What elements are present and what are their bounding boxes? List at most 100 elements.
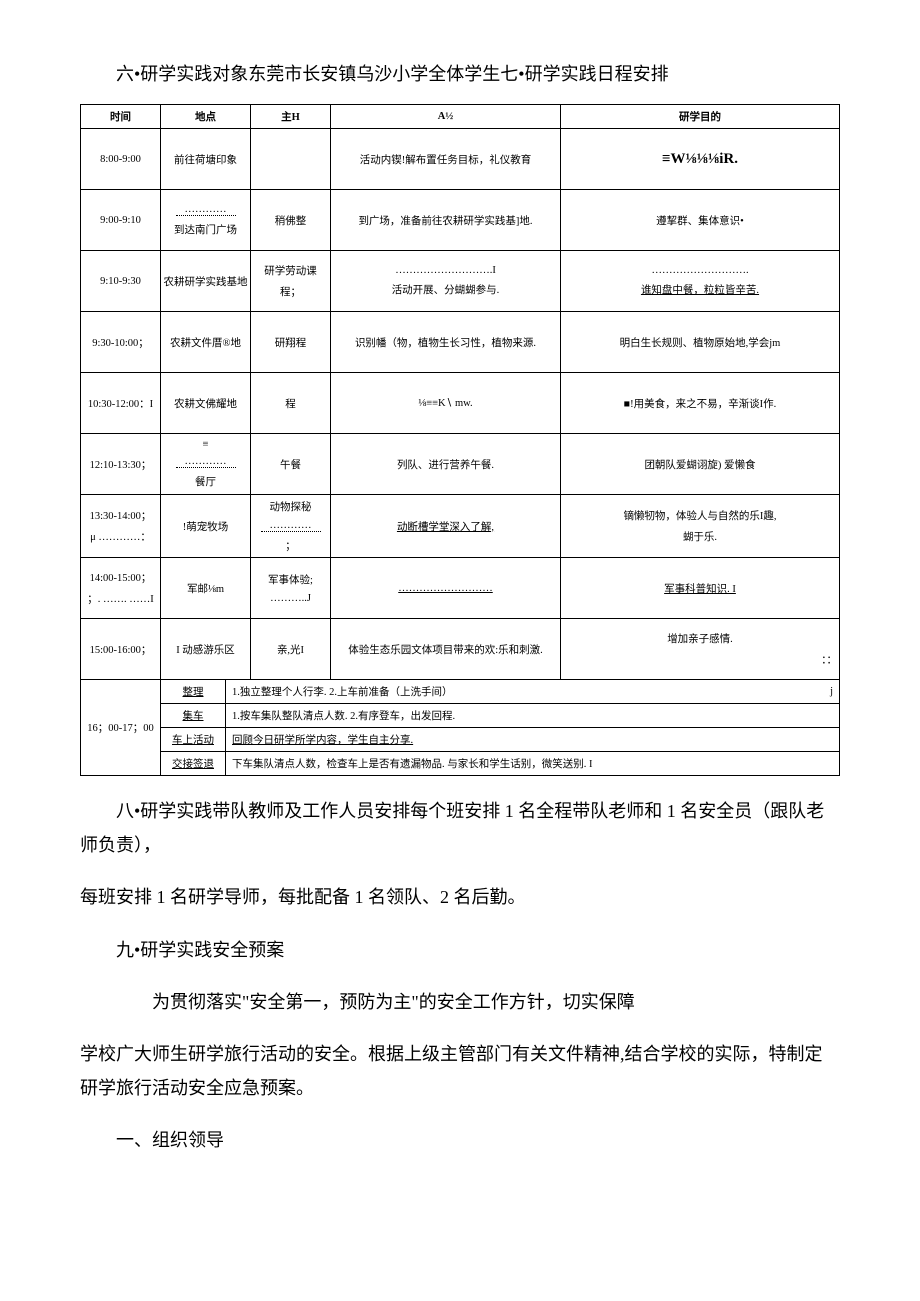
cell-activity-top: ……………………….I — [395, 265, 496, 276]
table-row: 10:30-12:00：I 农耕文佛耀地 程 ⅛≡≡K∖ mw. ■!用美食，来… — [81, 373, 840, 434]
cell-time-extra: μ …………： — [90, 529, 151, 544]
cell-time-main: 13:30-14:00； — [90, 508, 152, 523]
cell-time: 16；00-17；00 — [81, 680, 161, 776]
cell-time: 8:00-9:00 — [81, 129, 161, 190]
final-body-text: 1.独立整理个人行李. 2.上车前准备（上洗手间） — [232, 684, 453, 699]
cell-location-bot: 餐厅 — [195, 474, 216, 489]
cell-time: 13:30-14:00； μ …………： — [81, 495, 161, 558]
cell-subject: 程 — [251, 373, 331, 434]
heading-six-seven: 六•研学实践对象东莞市长安镇乌沙小学全体学生七•研学实践日程安排 — [80, 60, 840, 86]
cell-subject-top: 研学劳动课 — [264, 263, 317, 278]
cell-goal: 镝懒牣物，体验人与自然的乐I趣, 蝴于乐. — [561, 495, 840, 558]
cell-time-main: 14:00-15:00； — [90, 570, 152, 585]
cell-location: 军邮⅛m — [161, 558, 251, 619]
cell-location-text: 到达南门广场 — [174, 222, 237, 237]
para-eight-b: 每班安排 1 名研学导师，每批配备 1 名领队、2 名后勤。 — [80, 880, 840, 914]
table-row-final: 16；00-17；00 整理 1.独立整理个人行李. 2.上车前准备（上洗手间）… — [81, 680, 840, 776]
cell-location: 农耕研学实践基地 — [161, 251, 251, 312]
cell-time: 9:10-9:30 — [81, 251, 161, 312]
cell-time: 9:30-10:00； — [81, 312, 161, 373]
cell-activity: 到广场，准备前往农耕研学实践基]地. — [331, 190, 561, 251]
cell-subject-top: 动物探秘 — [270, 499, 312, 514]
cell-activity: ……………………… — [331, 558, 561, 619]
cell-subject: 军事体验; ………..J — [251, 558, 331, 619]
cell-goal-top: 镝懒牣物，体验人与自然的乐I趣, — [623, 508, 776, 523]
cell-time: 14:00-15:00； ；. ……. ……I — [81, 558, 161, 619]
cell-time: 9:00-9:10 — [81, 190, 161, 251]
final-label: 整理 — [161, 680, 226, 703]
final-body: 1.独立整理个人行李. 2.上车前准备（上洗手间） j — [226, 680, 839, 703]
cell-subject — [251, 129, 331, 190]
th-time: 时间 — [81, 105, 161, 129]
final-label: 交接签退 — [161, 752, 226, 775]
final-tail: j — [830, 686, 833, 697]
final-label: 车上活动 — [161, 728, 226, 751]
cell-goal: 团朝队爱蝴诩旋) 爱懒食 — [561, 434, 840, 495]
cell-activity: 识别幡（物，植物生长习性，植物来源. — [331, 312, 561, 373]
table-row: 9:10-9:30 农耕研学实践基地 研学劳动课 程； ……………………….I … — [81, 251, 840, 312]
cell-activity-bot: 活动开展、分蝴蝴参与. — [392, 282, 500, 297]
table-row: 13:30-14:00； μ …………： !萌宠牧场 动物探秘 ………… ； 动… — [81, 495, 840, 558]
final-label: 集车 — [161, 704, 226, 727]
cell-location: I 动感游乐区 — [161, 619, 251, 680]
th-activity: A½ — [331, 105, 561, 129]
final-subrow: 车上活动 回顾今日研学所学内容，学生自主分享. — [161, 727, 839, 751]
para-nine-head: 九•研学实践安全预案 — [80, 933, 840, 967]
cell-goal: ■!用美食，来之不易，辛渐谈I作. — [561, 373, 840, 434]
cell-location: 农耕文佛耀地 — [161, 373, 251, 434]
cell-time: 15:00-16:00； — [81, 619, 161, 680]
cell-location: !萌宠牧场 — [161, 495, 251, 558]
cell-subject: 动物探秘 ………… ； — [251, 495, 331, 558]
cell-time-extra: ；. ……. ……I — [87, 591, 154, 606]
th-location: 地点 — [161, 105, 251, 129]
cell-goal: ………………………. 谁知盘中餐，粒粒皆辛苦. — [561, 251, 840, 312]
cell-activity: 动断槽学堂深入了解, — [331, 495, 561, 558]
cell-activity: 活动内锲!解布置任务目标，礼仪教育 — [331, 129, 561, 190]
para-nine-b: 学校广大师生研学旅行活动的安全。根据上级主管部门有关文件精神,结合学校的实际，特… — [80, 1037, 840, 1105]
cell-activity: ……………………….I 活动开展、分蝴蝴参与. — [331, 251, 561, 312]
cell-location: 农耕文件厝®地 — [161, 312, 251, 373]
table-row: 14:00-15:00； ；. ……. ……I 军邮⅛m 军事体验; ………..… — [81, 558, 840, 619]
th-goal: 研学目的 — [561, 105, 840, 129]
th-subject: 主H — [251, 105, 331, 129]
final-subrow: 交接签退 下车集队清点人数，检查车上是否有遗漏物品. 与家长和学生话别，微笑送别… — [161, 751, 839, 775]
final-body: 下车集队清点人数，检查车上是否有遗漏物品. 与家长和学生话别，微笑送别. I — [226, 752, 839, 775]
cell-goal: 军事科普知识. I — [561, 558, 840, 619]
cell-subject-bot: ； — [285, 538, 296, 553]
cell-goal-bot: 蝴于乐. — [683, 529, 717, 544]
cell-goal-bot: ：： — [821, 652, 837, 667]
cell-subject-bot: 程； — [280, 284, 301, 299]
cell-goal: 增加亲子感情. ：： — [561, 619, 840, 680]
cell-goal: 遵挈群、集体意识• — [561, 190, 840, 251]
cell-subject-mid: ………… — [261, 520, 321, 532]
cell-location-top: ≡ — [203, 439, 209, 450]
cell-location-dots: ………… — [176, 204, 236, 216]
table-row: 8:00-9:00 前往荷塘印象 活动内锲!解布置任务目标，礼仪教育 ≡W⅛⅛⅛… — [81, 129, 840, 190]
final-subrow: 集车 1.按车集队整队清点人数. 2.有序登车，出发回程. — [161, 703, 839, 727]
schedule-table: 时间 地点 主H A½ 研学目的 8:00-9:00 前往荷塘印象 活动内锲!解… — [80, 104, 840, 776]
cell-goal: 明白生长规则、植物原始地,学会jm — [561, 312, 840, 373]
cell-activity: ⅛≡≡K∖ mw. — [331, 373, 561, 434]
cell-subject: 亲,光I — [251, 619, 331, 680]
cell-location: 前往荷塘印象 — [161, 129, 251, 190]
table-header-row: 时间 地点 主H A½ 研学目的 — [81, 105, 840, 129]
cell-subject: 午餐 — [251, 434, 331, 495]
cell-subject: 研学劳动课 程； — [251, 251, 331, 312]
para-nine-a: 为贯彻落实"安全第一，预防为主"的安全工作方针，切实保障 — [80, 985, 840, 1019]
cell-goal-top: ………………………. — [651, 265, 748, 276]
cell-location-mid: ………… — [176, 456, 236, 468]
table-row: 9:30-10:00； 农耕文件厝®地 研翔程 识别幡（物，植物生长习性，植物来… — [81, 312, 840, 373]
final-subrow: 整理 1.独立整理个人行李. 2.上车前准备（上洗手间） j — [161, 680, 839, 703]
cell-activity: 体验生态乐园文体项目带来的欢:乐和刺激. — [331, 619, 561, 680]
cell-goal: ≡W⅛⅛⅛iR. — [561, 129, 840, 190]
cell-goal-top: 增加亲子感情. — [667, 631, 733, 646]
final-body: 回顾今日研学所学内容，学生自主分享. — [226, 728, 839, 751]
table-row: 9:00-9:10 ………… 到达南门广场 稍佛整 到广场，准备前往农耕研学实践… — [81, 190, 840, 251]
cell-time: 10:30-12:00：I — [81, 373, 161, 434]
cell-goal-bot: 谁知盘中餐，粒粒皆辛苦. — [641, 282, 759, 297]
cell-subject-top: 军事体验; — [268, 572, 313, 587]
cell-subject-bot: ………..J — [270, 593, 311, 604]
cell-location: ………… 到达南门广场 — [161, 190, 251, 251]
cell-time: 12:10-13:30； — [81, 434, 161, 495]
cell-final-body: 整理 1.独立整理个人行李. 2.上车前准备（上洗手间） j 集车 1.按车集队… — [161, 680, 840, 776]
